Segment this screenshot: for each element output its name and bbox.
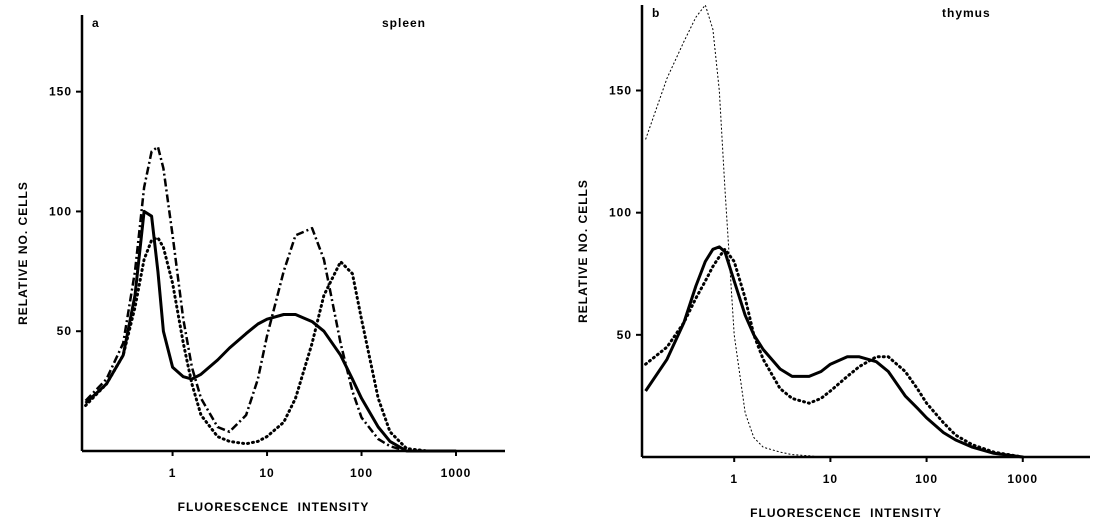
x-tick-label: 1: [169, 466, 177, 480]
x-tick-label: 1: [730, 472, 738, 486]
series-line: [644, 247, 1025, 459]
y-axis-label: RELATIVE NO. CELLS: [576, 179, 590, 323]
panel-label: b: [652, 6, 660, 20]
x-tick-label: 10: [823, 472, 838, 486]
x-axis-label: FLUORESCENCE INTENSITY: [178, 500, 370, 514]
series-line: [645, 4, 1023, 458]
panel-label: a: [92, 16, 100, 30]
x-tick-label: 100: [350, 466, 373, 480]
x-tick-label: 100: [915, 472, 938, 486]
series-line: [84, 236, 458, 453]
x-tick-label: 10: [259, 466, 274, 480]
y-tick-label: 150: [609, 84, 632, 98]
y-tick-label: 100: [49, 204, 72, 218]
x-tick-label: 1000: [1007, 472, 1038, 486]
panel-title: spleen: [382, 16, 426, 30]
y-tick-label: 150: [49, 85, 72, 99]
x-tick-label: 1000: [441, 466, 472, 480]
panel-title: thymus: [942, 6, 991, 20]
x-axis-label: FLUORESCENCE INTENSITY: [750, 506, 942, 520]
y-tick-label: 50: [617, 328, 632, 342]
series-line: [84, 145, 456, 453]
series-line: [84, 209, 456, 453]
series-line: [644, 245, 1023, 459]
y-tick-label: 50: [57, 324, 72, 338]
y-tick-label: 100: [609, 206, 632, 220]
y-axis-label: RELATIVE NO. CELLS: [16, 181, 30, 325]
